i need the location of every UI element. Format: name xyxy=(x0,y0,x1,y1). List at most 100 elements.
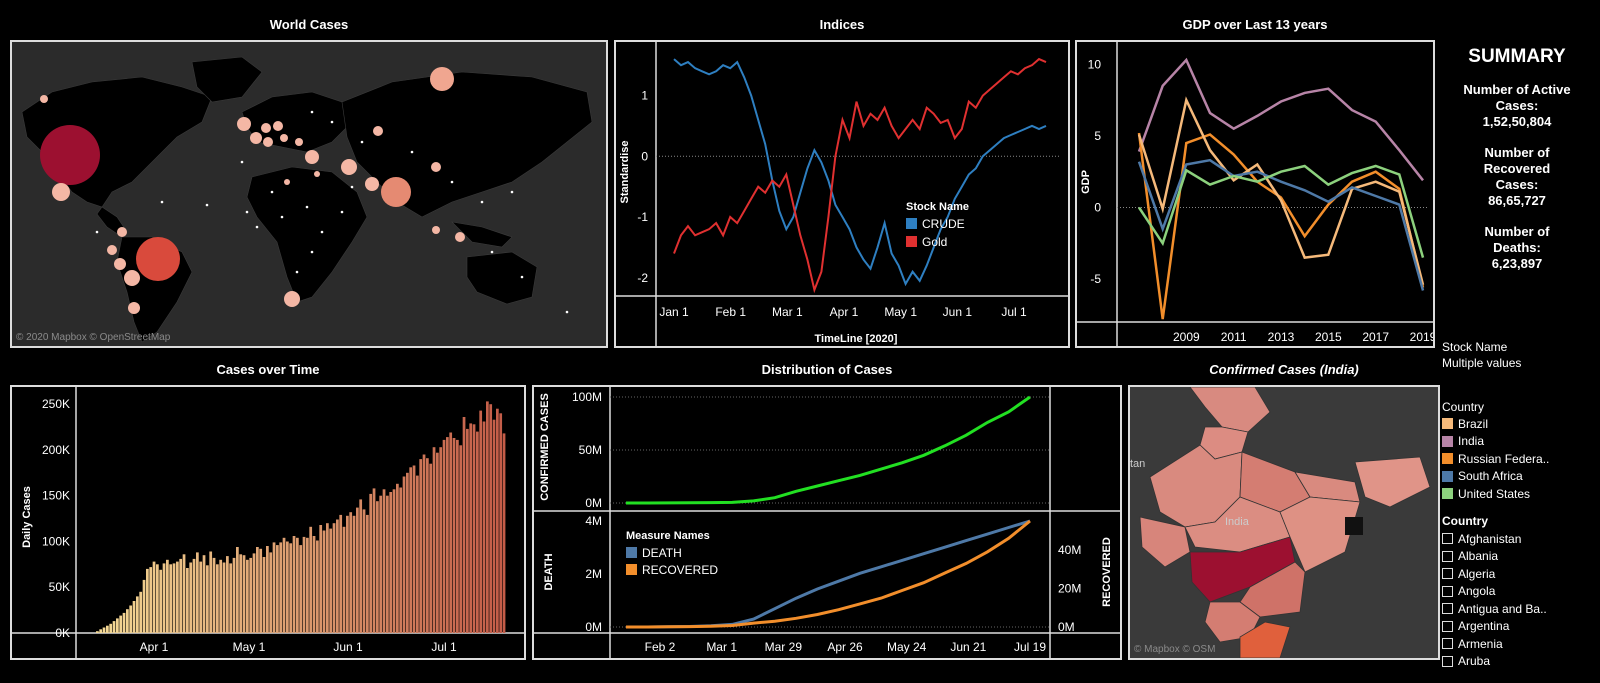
daily-cases-bar[interactable] xyxy=(492,419,496,633)
daily-cases-bar[interactable] xyxy=(339,514,343,633)
daily-cases-bar[interactable] xyxy=(182,554,186,633)
daily-cases-bar[interactable] xyxy=(106,625,109,633)
daily-cases-bar[interactable] xyxy=(179,558,183,633)
daily-cases-bar[interactable] xyxy=(459,445,463,633)
daily-cases-bar[interactable] xyxy=(499,413,503,633)
daily-cases-bar[interactable] xyxy=(116,618,119,633)
daily-cases-bar[interactable] xyxy=(466,428,469,633)
gdp-series-line[interactable] xyxy=(1137,96,1425,286)
daily-cases-bar[interactable] xyxy=(352,515,356,633)
daily-cases-bar[interactable] xyxy=(159,569,163,633)
daily-cases-bar[interactable] xyxy=(312,536,316,633)
world-map[interactable]: © 2020 Mapbox © OpenStreetMap xyxy=(10,40,608,348)
daily-cases-bar[interactable] xyxy=(346,515,349,633)
series-line-recovered[interactable] xyxy=(626,519,1031,629)
series-line-gold[interactable] xyxy=(673,57,1047,294)
country-filter-list[interactable]: Afghanistan Albania Algeria Angola Antigua a… xyxy=(1442,530,1547,670)
daily-cases-bar[interactable] xyxy=(482,421,486,634)
daily-cases-bar[interactable] xyxy=(476,431,479,633)
daily-cases-bar[interactable] xyxy=(326,523,329,633)
daily-cases-bar[interactable] xyxy=(289,543,293,633)
daily-cases-bar[interactable] xyxy=(276,545,279,633)
daily-cases-bar[interactable] xyxy=(449,432,453,634)
daily-cases-bar[interactable] xyxy=(99,629,103,633)
daily-cases-bar[interactable] xyxy=(232,557,236,633)
country-filter-option[interactable]: Armenia xyxy=(1442,635,1547,653)
daily-cases-bar[interactable] xyxy=(392,489,396,633)
daily-cases-bar[interactable] xyxy=(469,423,473,633)
daily-cases-bar[interactable] xyxy=(319,525,323,633)
daily-cases-bar[interactable] xyxy=(169,564,173,633)
daily-cases-bar[interactable] xyxy=(366,514,369,633)
daily-cases-bar[interactable] xyxy=(316,540,319,634)
daily-cases-bar[interactable] xyxy=(402,476,406,634)
daily-cases-bar[interactable] xyxy=(416,475,419,633)
daily-cases-bar[interactable] xyxy=(496,408,499,633)
gdp-series-line[interactable] xyxy=(1137,57,1424,182)
daily-cases-bar[interactable] xyxy=(139,591,143,633)
daily-cases-bar[interactable] xyxy=(362,509,366,633)
daily-cases-bar[interactable] xyxy=(249,557,253,633)
distribution-chart[interactable]: 0M 50M 100M CONFIRMED CASES 0M 2M 4M 0M 20M 40M DE… xyxy=(532,385,1122,660)
daily-cases-bar[interactable] xyxy=(229,563,233,633)
daily-cases-bar[interactable] xyxy=(279,542,283,633)
india-map[interactable]: India tan © Mapbox © OSM xyxy=(1128,385,1440,660)
daily-cases-bar[interactable] xyxy=(246,559,249,633)
gdp-series-line[interactable] xyxy=(1137,164,1425,258)
checkbox[interactable] xyxy=(1442,533,1453,545)
checkbox[interactable] xyxy=(1442,620,1453,632)
daily-cases-bar[interactable] xyxy=(202,555,206,633)
daily-cases-bar[interactable] xyxy=(122,612,126,633)
daily-cases-bar[interactable] xyxy=(119,615,123,633)
indices-chart[interactable]: -2 -1 0 1 Jan 1 Feb 1 Mar 1 Apr 1 May 1 Jun 1 Jul … xyxy=(614,40,1070,348)
daily-cases-bar[interactable] xyxy=(399,487,403,634)
daily-cases-bar[interactable] xyxy=(329,528,333,633)
daily-cases-bar[interactable] xyxy=(356,507,359,633)
checkbox[interactable] xyxy=(1442,568,1453,580)
daily-cases-bar[interactable] xyxy=(296,537,299,633)
daily-cases-bar[interactable] xyxy=(369,493,373,633)
daily-cases-bar[interactable] xyxy=(186,568,189,633)
daily-cases-bar[interactable] xyxy=(162,563,166,633)
daily-cases-bar[interactable] xyxy=(472,424,476,633)
daily-cases-bar[interactable] xyxy=(332,523,336,633)
stock-name-filter-value[interactable]: Multiple values xyxy=(1442,356,1522,370)
daily-cases-bar[interactable] xyxy=(372,488,376,633)
country-filter[interactable]: Country Afghanistan Albania Algeria Angola A… xyxy=(1442,514,1547,683)
daily-cases-bar[interactable] xyxy=(112,621,116,633)
daily-cases-bar[interactable] xyxy=(292,536,296,633)
daily-cases-bar[interactable] xyxy=(142,579,146,633)
daily-cases-bar[interactable] xyxy=(136,596,139,633)
daily-cases-bar[interactable] xyxy=(419,459,423,633)
daily-cases-bar[interactable] xyxy=(109,623,113,633)
checkbox[interactable] xyxy=(1442,603,1453,615)
country-filter-option[interactable]: Algeria xyxy=(1442,565,1547,583)
daily-cases-bar[interactable] xyxy=(452,438,456,633)
daily-cases-bar[interactable] xyxy=(489,404,493,633)
country-filter-option[interactable]: Afghanistan xyxy=(1442,530,1547,548)
daily-cases-bar[interactable] xyxy=(462,417,466,633)
series-line-crude[interactable] xyxy=(673,58,1047,287)
daily-cases-bar[interactable] xyxy=(259,548,263,633)
country-filter-option[interactable]: Albania xyxy=(1442,548,1547,566)
checkbox[interactable] xyxy=(1442,655,1453,667)
daily-cases-bar[interactable] xyxy=(152,561,156,633)
daily-cases-bar[interactable] xyxy=(102,627,106,634)
daily-cases-bar[interactable] xyxy=(382,489,386,633)
confirmed-cases-line[interactable] xyxy=(626,395,1031,505)
daily-cases-bar[interactable] xyxy=(389,492,393,633)
daily-cases-bar[interactable] xyxy=(132,601,136,633)
daily-cases-bar[interactable] xyxy=(272,542,276,633)
daily-cases-bar[interactable] xyxy=(479,410,483,633)
daily-cases-bar[interactable] xyxy=(269,552,273,633)
daily-cases-bar[interactable] xyxy=(286,541,289,634)
daily-cases-bar[interactable] xyxy=(502,433,506,633)
daily-cases-bar[interactable] xyxy=(209,551,213,634)
daily-cases-bar[interactable] xyxy=(299,545,303,633)
daily-cases-bar[interactable] xyxy=(302,536,306,633)
daily-cases-bar[interactable] xyxy=(192,558,196,633)
daily-cases-bar[interactable] xyxy=(222,562,226,634)
daily-cases-bar[interactable] xyxy=(426,458,429,633)
daily-cases-bar[interactable] xyxy=(189,562,193,634)
daily-cases-bar[interactable] xyxy=(242,555,246,633)
